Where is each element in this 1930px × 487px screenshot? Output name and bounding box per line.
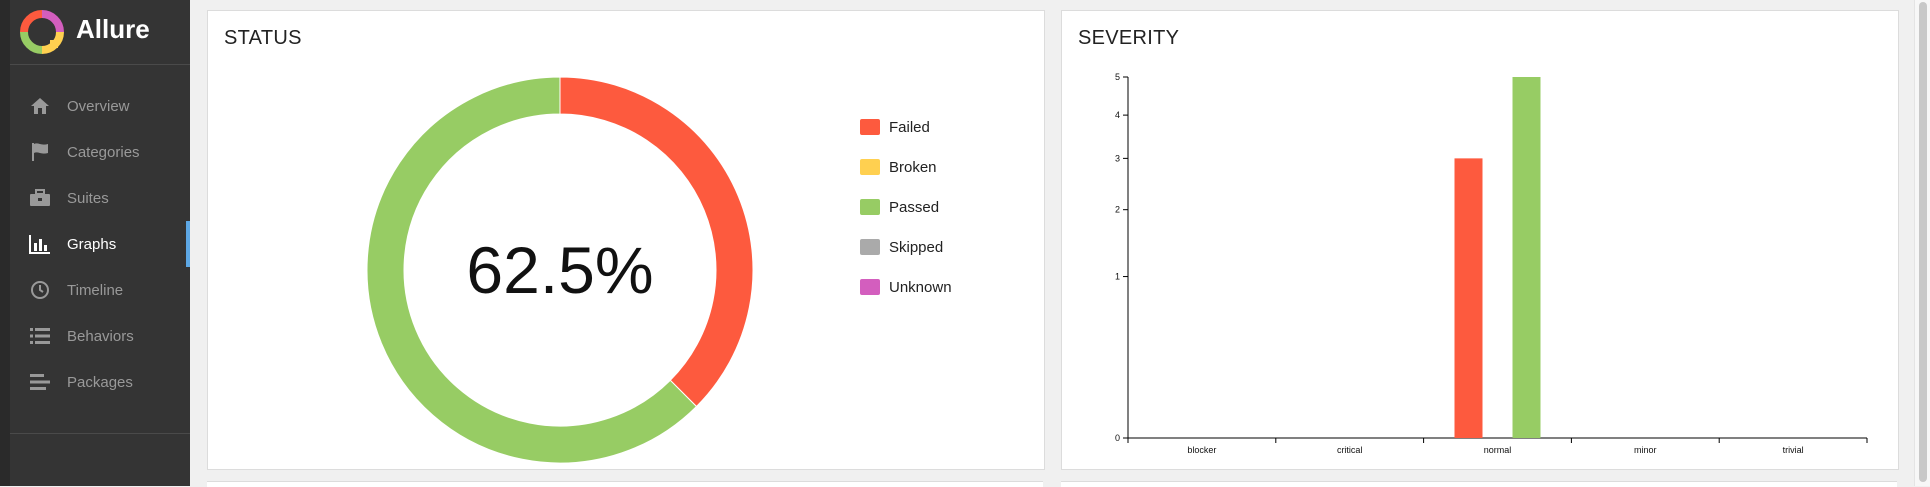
sidebar-item-overview[interactable]: Overview xyxy=(10,83,190,129)
x-tick-label: trivial xyxy=(1783,445,1804,455)
sidebar-divider xyxy=(10,433,190,434)
sidebar-item-label: Suites xyxy=(67,189,109,207)
sidebar-item-label: Overview xyxy=(67,97,130,115)
sidebar-item-label: Graphs xyxy=(67,235,117,253)
donut-slice-passed[interactable] xyxy=(366,76,698,464)
sidebar-edge xyxy=(0,0,10,486)
next-widget-top xyxy=(1061,481,1897,487)
home-icon xyxy=(29,95,51,117)
status-widget: STATUS 62.5% Failed Broken Passed Skippe… xyxy=(207,10,1045,470)
legend-item-passed[interactable]: Passed xyxy=(860,187,952,227)
status-donut-chart: 62.5% xyxy=(366,76,754,464)
x-tick-label: normal xyxy=(1484,445,1512,455)
sidebar-item-suites[interactable]: Suites xyxy=(10,175,190,221)
legend-swatch xyxy=(860,199,880,215)
legend-label: Passed xyxy=(889,198,940,216)
bar-normal-passed[interactable] xyxy=(1512,77,1541,438)
allure-logo-icon xyxy=(20,10,64,54)
legend-swatch xyxy=(860,119,880,135)
y-tick-label: 4 xyxy=(1115,110,1120,120)
legend-item-unknown[interactable]: Unknown xyxy=(860,267,952,307)
status-legend: Failed Broken Passed Skipped Unknown xyxy=(860,107,952,307)
scrollbar-thumb[interactable] xyxy=(1919,2,1927,482)
severity-bar-chart: 0 1 2 3 4 5 blocker critical normal minor trivial xyxy=(1115,72,1868,455)
next-widget-top xyxy=(207,481,1043,487)
legend-item-skipped[interactable]: Skipped xyxy=(860,227,952,267)
legend-item-broken[interactable]: Broken xyxy=(860,147,952,187)
y-tick-label: 0 xyxy=(1115,433,1120,443)
legend-label: Unknown xyxy=(889,278,952,296)
sidebar-item-label: Behaviors xyxy=(67,327,134,345)
severity-widget: SEVERITY 0 1 2 3 4 5 blocker critical normal mino… xyxy=(1061,10,1899,470)
legend-swatch xyxy=(860,239,880,255)
y-tick-label: 3 xyxy=(1115,153,1120,163)
sidebar-item-label: Categories xyxy=(67,143,140,161)
donut-center-label: 62.5% xyxy=(466,233,653,307)
sidebar-item-label: Timeline xyxy=(67,281,124,299)
sidebar-item-categories[interactable]: Categories xyxy=(10,129,190,175)
x-tick-label: minor xyxy=(1634,445,1657,455)
sidebar: Allure Overview Categories Suites Graphs xyxy=(0,0,190,486)
y-tick-label: 2 xyxy=(1115,205,1120,215)
sidebar-nav: Overview Categories Suites Graphs Timeli… xyxy=(10,83,190,405)
legend-label: Skipped xyxy=(889,238,944,256)
x-tick-label: blocker xyxy=(1187,445,1216,455)
sidebar-item-packages[interactable]: Packages xyxy=(10,359,190,405)
status-widget-title: STATUS xyxy=(224,27,302,49)
flag-icon xyxy=(29,141,51,163)
y-tick-label: 1 xyxy=(1115,272,1120,282)
sidebar-item-graphs[interactable]: Graphs xyxy=(10,221,190,267)
legend-item-failed[interactable]: Failed xyxy=(860,107,952,147)
clock-icon xyxy=(29,279,51,301)
legend-label: Failed xyxy=(889,118,930,136)
bar-chart-icon xyxy=(29,233,51,255)
x-tick-label: critical xyxy=(1337,445,1363,455)
briefcase-icon xyxy=(29,187,51,209)
app-name: Allure xyxy=(76,14,150,44)
y-tick-label: 5 xyxy=(1115,72,1120,82)
bar-normal-failed[interactable] xyxy=(1454,158,1483,438)
align-left-icon xyxy=(29,371,51,393)
legend-swatch xyxy=(860,279,880,295)
sidebar-item-behaviors[interactable]: Behaviors xyxy=(10,313,190,359)
legend-label: Broken xyxy=(889,158,937,176)
sidebar-item-label: Packages xyxy=(67,373,133,391)
page-scrollbar[interactable] xyxy=(1914,0,1930,486)
list-icon xyxy=(29,325,51,347)
sidebar-item-timeline[interactable]: Timeline xyxy=(10,267,190,313)
legend-swatch xyxy=(860,159,880,175)
brand[interactable]: Allure xyxy=(10,0,190,65)
severity-widget-title: SEVERITY xyxy=(1078,27,1180,49)
